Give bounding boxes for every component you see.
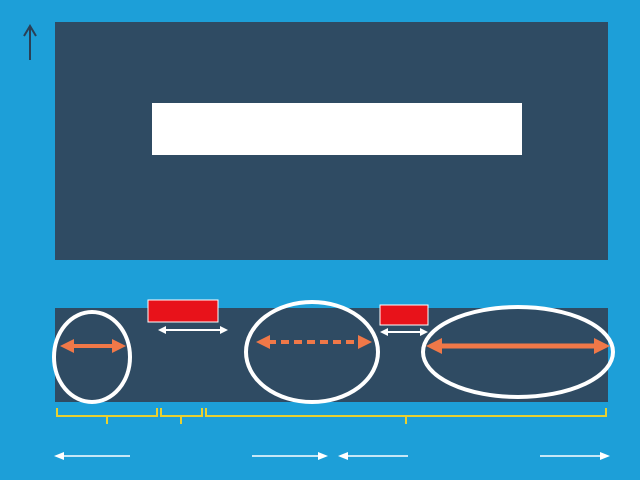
uv-arrow [60, 339, 126, 353]
near-infrared-arrow [256, 335, 372, 349]
window-shades-box [152, 103, 522, 155]
near-infrared-ellipse [244, 300, 380, 404]
short-wave-arrow [54, 452, 328, 460]
long-wave-arrow [338, 452, 610, 460]
uv-ellipse [52, 310, 132, 404]
y-axis-arrow-icon [23, 24, 37, 60]
infrared-window-box [379, 304, 429, 326]
band-brackets [56, 408, 607, 424]
absorption-plot-area [55, 308, 608, 402]
visible-window-box [147, 299, 219, 323]
far-infrared-ellipse [421, 305, 615, 399]
visible-window-arrowhead-icon [158, 326, 228, 334]
far-infrared-arrow [426, 338, 610, 354]
